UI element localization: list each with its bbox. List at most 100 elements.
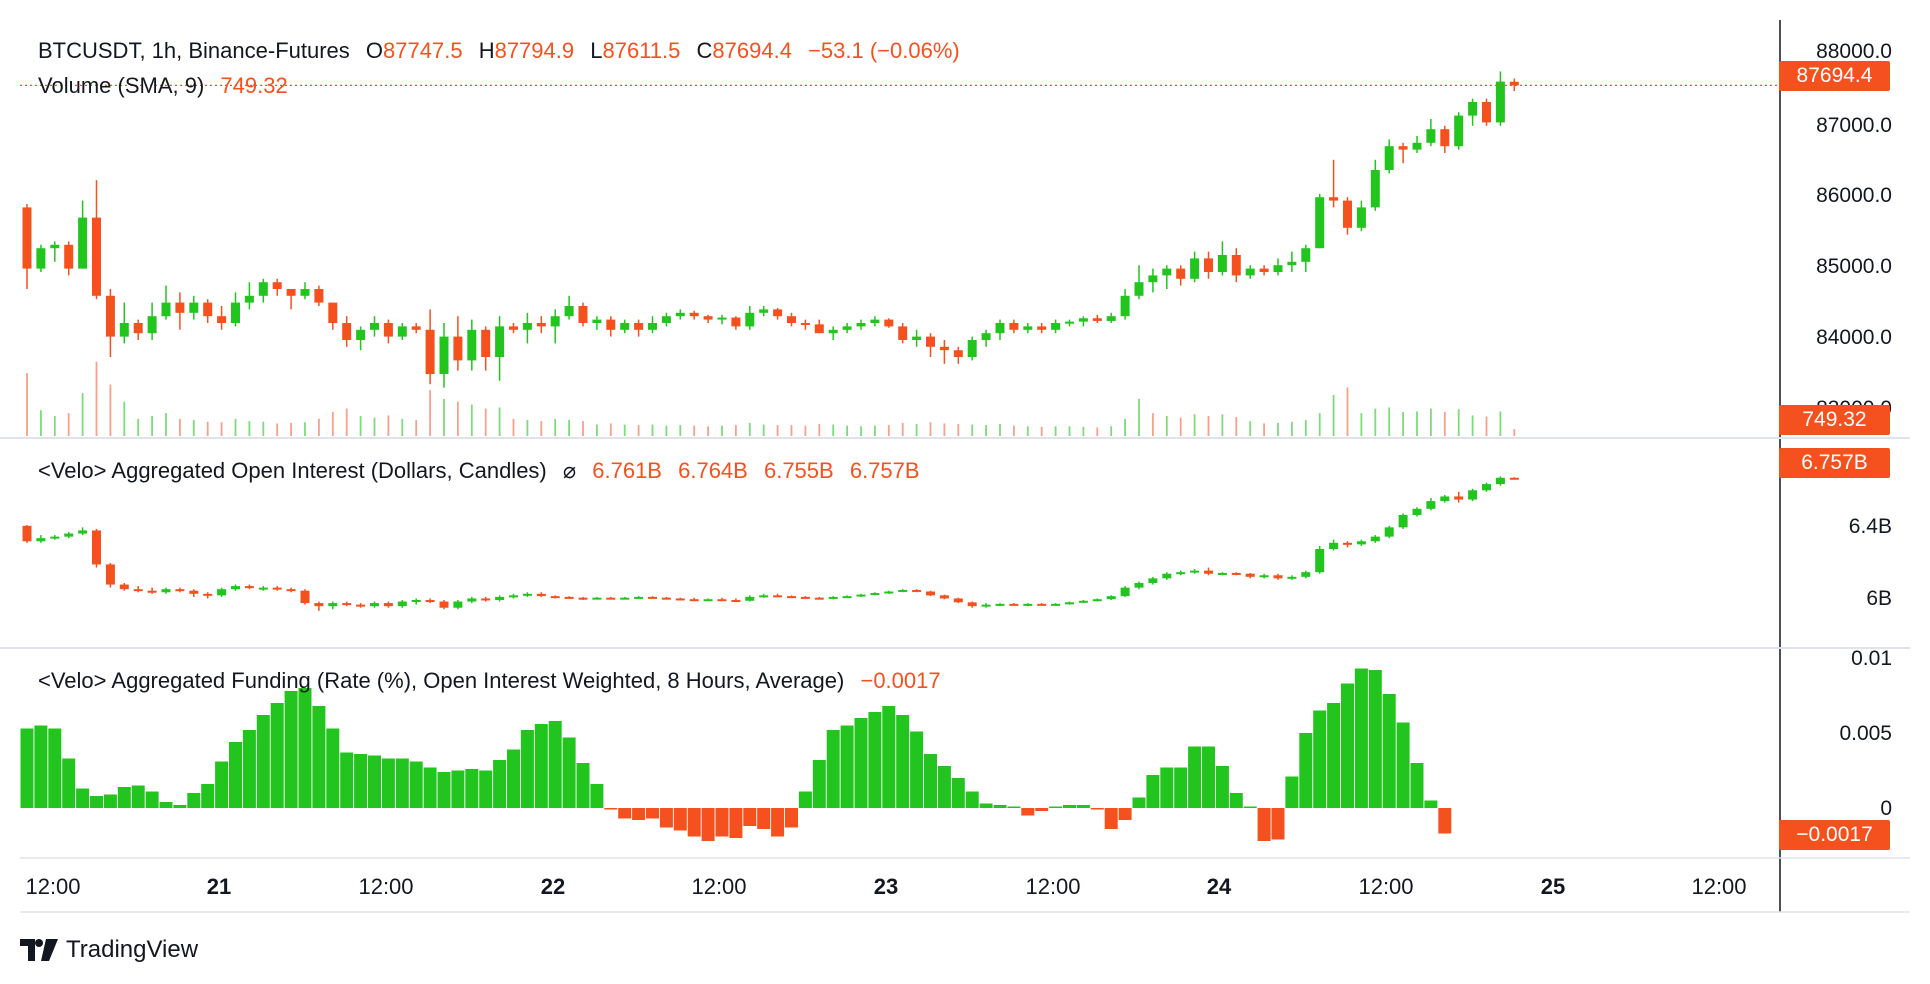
funding-bar <box>229 742 242 808</box>
funding-bar <box>882 706 896 808</box>
oi-candle <box>1440 496 1450 502</box>
volume-bar <box>1207 416 1210 436</box>
volume-bar <box>804 425 807 436</box>
price-candle <box>1273 265 1283 272</box>
price-candle <box>926 336 935 347</box>
volume-bar <box>762 424 765 436</box>
funding-bar <box>201 784 215 808</box>
funding-bar <box>1229 793 1243 808</box>
funding-bar <box>340 752 354 808</box>
funding-bar <box>673 808 687 831</box>
oi-candle <box>411 600 421 602</box>
funding-bar <box>20 728 34 808</box>
price-candle <box>1051 323 1061 330</box>
oi-candle <box>370 603 379 607</box>
funding-bar <box>187 793 201 808</box>
price-candle <box>731 317 741 327</box>
funding-bar <box>1118 808 1132 820</box>
oi-candle <box>1259 575 1269 578</box>
funding-bar <box>1090 808 1104 810</box>
oi-candle <box>1384 527 1394 537</box>
oi-candle <box>981 604 991 607</box>
volume-label[interactable]: Volume (SMA, 9) <box>38 73 205 98</box>
volume-bar <box>67 413 70 436</box>
price-tick-84000: 84000.0 <box>1816 326 1892 349</box>
funding-bar <box>117 787 131 808</box>
tradingview-brand[interactable]: TradingView <box>20 936 198 964</box>
price-candle <box>1370 170 1380 208</box>
tradingview-logo-icon <box>20 939 58 961</box>
funding-bar <box>159 802 173 808</box>
oi-candle <box>1412 508 1422 515</box>
volume-bar <box>1068 426 1071 436</box>
symbol-title[interactable]: BTCUSDT, 1h, Binance-Futures <box>38 38 350 63</box>
funding-bar <box>354 754 368 808</box>
funding-bar <box>145 791 159 808</box>
brand-name: TradingView <box>66 936 199 963</box>
volume-bar <box>985 425 987 436</box>
high-value: 87794.9 <box>494 38 575 63</box>
funding-bar <box>1146 775 1160 808</box>
price-candle <box>550 316 560 327</box>
volume-bar <box>1054 426 1057 436</box>
oi-candle <box>1134 583 1144 588</box>
price-candle <box>717 317 727 320</box>
funding-bar <box>1007 806 1021 808</box>
oi-candle <box>953 598 963 603</box>
oi-candle <box>495 596 505 600</box>
volume-bar <box>901 422 904 436</box>
funding-title[interactable]: <Velo> Aggregated Funding (Rate (%), Ope… <box>38 668 845 693</box>
pane-separators <box>0 20 1910 913</box>
time-label-8: 12:00 <box>1358 874 1414 899</box>
funding-bar <box>131 785 145 808</box>
funding-bar <box>409 761 423 808</box>
volume-bar <box>443 398 445 436</box>
funding-bar <box>34 725 48 808</box>
funding-bar <box>1188 746 1202 808</box>
oi-candle <box>1078 600 1088 603</box>
oi-candle <box>967 602 977 607</box>
price-candle <box>495 326 505 357</box>
oi-candle <box>356 604 366 607</box>
price-candle <box>328 302 338 323</box>
oi-title[interactable]: <Velo> Aggregated Open Interest (Dollars… <box>38 458 547 483</box>
price-candle <box>370 323 379 330</box>
funding-bar <box>242 730 256 808</box>
volume-bar <box>1499 411 1502 436</box>
oi-candle <box>175 589 185 592</box>
oi-candle <box>703 599 713 602</box>
oi-candle <box>1329 542 1339 549</box>
oi-candle <box>759 595 769 598</box>
time-label-5: 23 <box>873 874 899 899</box>
price-candle <box>314 289 324 303</box>
funding-bar <box>1174 767 1188 808</box>
volume-bar <box>276 423 279 436</box>
oi-candle <box>1106 596 1116 600</box>
last-price-tag: 87694.4 <box>1779 61 1890 91</box>
funding-bar <box>103 794 117 808</box>
oi-candle <box>453 601 463 608</box>
oi-candle <box>22 525 32 542</box>
close-label: C <box>696 38 713 63</box>
price-tick-88000: 88000.0 <box>1816 40 1892 63</box>
funding-bar <box>1049 806 1063 808</box>
price-candle <box>939 346 949 351</box>
oi-candle <box>397 601 407 607</box>
price-candle <box>203 302 213 317</box>
funding-tick-0: 0 <box>1880 797 1892 820</box>
oi-candle <box>828 596 838 599</box>
funding-bar <box>965 791 979 808</box>
volume-bar <box>623 424 626 436</box>
volume-bar <box>470 404 473 436</box>
price-tick-85000: 85000.0 <box>1816 255 1892 278</box>
price-candle <box>175 302 185 313</box>
funding-bar <box>270 703 284 808</box>
oi-candle <box>342 603 352 606</box>
funding-bar <box>646 808 659 819</box>
oi-candle <box>50 536 60 539</box>
price-candle <box>1023 326 1033 330</box>
oi-candle <box>92 530 101 565</box>
volume-bar <box>429 390 431 436</box>
price-candle <box>648 323 657 330</box>
funding-bar <box>1104 808 1118 829</box>
